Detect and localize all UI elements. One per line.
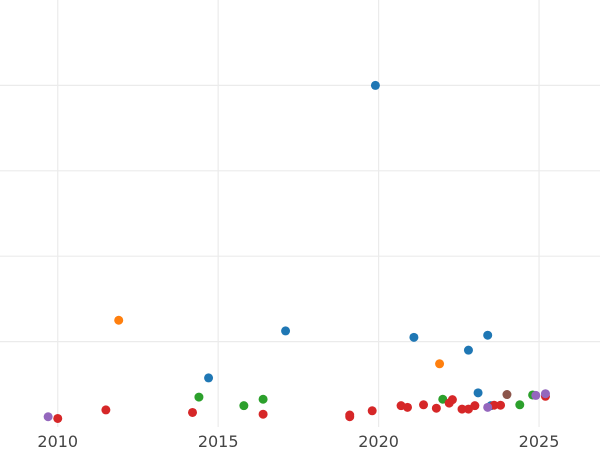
data-point-blue: [370, 80, 380, 90]
x-tick-label: 2015: [198, 432, 239, 450]
data-point-red: [431, 403, 441, 413]
data-point-red: [496, 400, 506, 410]
data-point-orange: [114, 315, 124, 325]
data-point-green: [239, 401, 249, 411]
x-axis-ticks: 2010 2015 2020 2025: [37, 432, 559, 450]
data-point-purple: [43, 412, 53, 422]
data-point-red: [367, 406, 377, 416]
data-point-red: [53, 413, 63, 423]
data-point-red: [188, 407, 198, 417]
data-point-blue: [409, 332, 419, 342]
data-point-red: [447, 395, 457, 405]
data-point-brown: [502, 390, 512, 400]
data-point-red: [258, 409, 268, 419]
data-point-green: [258, 394, 268, 404]
x-tick-label: 2020: [358, 432, 399, 450]
data-point-green: [194, 392, 204, 402]
data-point-red: [419, 400, 429, 410]
x-tick-label: 2010: [37, 432, 78, 450]
data-point-red: [345, 412, 355, 422]
data-point-red: [470, 401, 480, 411]
data-point-blue: [463, 345, 473, 355]
data-point-blue: [473, 388, 483, 398]
data-point-red: [457, 404, 467, 414]
data-point-red: [101, 405, 111, 415]
data-point-green: [515, 400, 525, 410]
data-point-blue: [483, 330, 493, 340]
data-point-red: [402, 402, 412, 412]
data-point-purple: [483, 402, 493, 412]
data-point-blue: [281, 326, 291, 336]
data-point-purple: [531, 390, 541, 400]
data-point-orange: [435, 359, 445, 369]
data-points: [43, 80, 550, 423]
data-point-purple: [540, 389, 550, 399]
x-tick-label: 2025: [519, 432, 560, 450]
grid: [0, 0, 600, 427]
data-point-blue: [204, 373, 214, 383]
